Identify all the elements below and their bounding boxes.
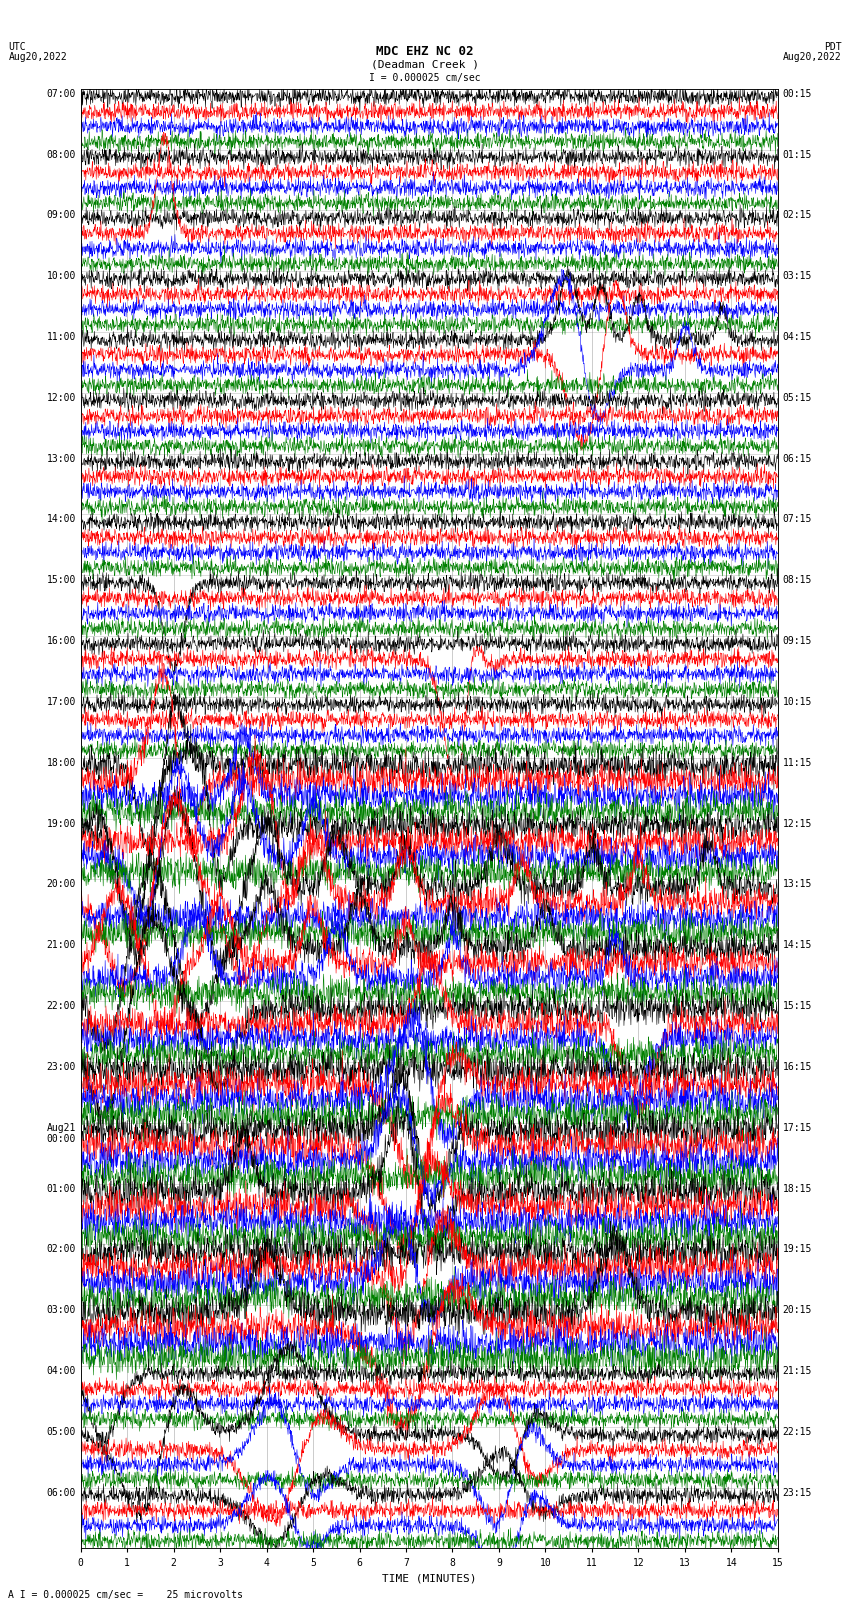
- Text: A I = 0.000025 cm/sec =    25 microvolts: A I = 0.000025 cm/sec = 25 microvolts: [8, 1590, 243, 1600]
- Text: Aug20,2022: Aug20,2022: [8, 52, 67, 61]
- Text: I = 0.000025 cm/sec: I = 0.000025 cm/sec: [369, 73, 481, 82]
- X-axis label: TIME (MINUTES): TIME (MINUTES): [382, 1573, 477, 1582]
- Text: Aug20,2022: Aug20,2022: [783, 52, 842, 61]
- Text: MDC EHZ NC 02: MDC EHZ NC 02: [377, 45, 473, 58]
- Text: (Deadman Creek ): (Deadman Creek ): [371, 60, 479, 69]
- Text: PDT: PDT: [824, 42, 842, 52]
- Text: UTC: UTC: [8, 42, 26, 52]
